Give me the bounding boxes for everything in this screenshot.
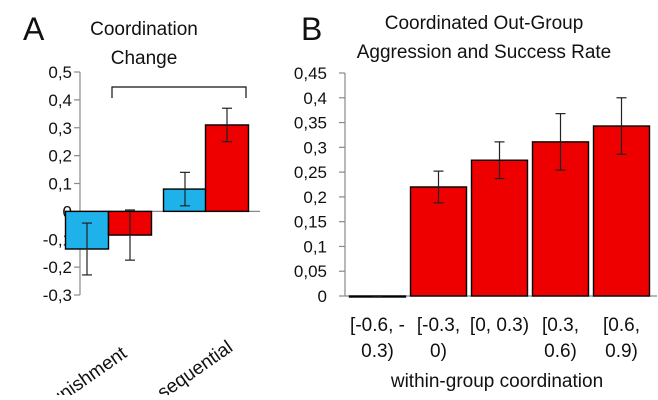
panel-b-category-label-4-line-1: [0.3,: [542, 315, 579, 336]
panel-b-y-tick-label-8: 0,4: [303, 89, 327, 108]
panel-b-y-tick-label-9: 0,45: [294, 64, 327, 83]
panel-a-error-bars: [82, 107, 232, 276]
panel-b-category-label-3-line-1: [0, 0.3): [470, 315, 529, 336]
panel-a-y-tick-label-2: -0,1: [43, 230, 72, 249]
panel-b-category-label-2-line-1: [-0.3,: [417, 315, 460, 336]
panel-a-y-tick-label-1: -0,2: [43, 258, 72, 277]
panel-b-y-tick-label-5: 0,25: [294, 163, 327, 182]
panel-b-y-tick-label-4: 0,2: [303, 188, 327, 207]
panel-b-y-tick-label-1: 0,05: [294, 262, 327, 281]
panel-b-x-axis-title: within-group coordination: [390, 371, 603, 392]
panel-b-error-bars: [372, 97, 627, 297]
panel-b-title-line-2: Aggression and Success Rate: [357, 42, 612, 63]
panel-b-x-tick-labels: [-0.6, - 0.3) [-0.3, 0) [0, 0.3) [0.3, 0…: [350, 315, 640, 362]
panel-b-category-label-1-line-1: [-0.6, -: [350, 315, 405, 336]
panel-a-category-label-sequential: sequential: [154, 337, 237, 395]
panel-b-chart: B Coordinated Out-Group Aggression and S…: [294, 11, 657, 392]
panel-a-x-tick-labels: punishment sequential: [38, 337, 237, 400]
panel-a-title-line-2: Change: [111, 48, 178, 69]
panel-a-y-tick-label-8: 0,5: [48, 63, 72, 82]
panel-a-bars: [64, 124, 250, 250]
panel-b-y-tick-label-3: 0,15: [294, 213, 327, 232]
panel-b-y-tick-label-7: 0,35: [294, 114, 327, 133]
panel-b-y-tick-label-2: 0,1: [303, 237, 327, 256]
panel-b-bar-s0-c2: [470, 159, 529, 297]
panel-b-category-label-5-line-1: [0.6,: [603, 315, 640, 336]
panel-b-category-label-4-line-2: 0.6): [544, 341, 577, 362]
panel-a-label: A: [23, 11, 45, 47]
panel-a-category-label-punishment: punishment: [38, 342, 131, 395]
panel-b-category-label-1-line-2: 0.3): [361, 341, 394, 362]
panel-a-y-tick-label-5: 0,2: [48, 147, 72, 166]
panel-a-chart: A Coordination Change -0,3-0,2-0,100,10,…: [23, 11, 260, 400]
panel-b-bars: [348, 125, 651, 298]
panel-b-category-label-2-line-2: 0): [430, 341, 447, 362]
panel-b-y-axis: 0 0,05 0,1 0,15 0,2 0,25 0,3 0,35 0,4 0,45: [294, 64, 657, 306]
panel-b-y-tick-label-6: 0,3: [303, 138, 327, 157]
panel-a-comparison-bracket: [111, 86, 247, 98]
panel-b-category-label-5-line-2: 0.9): [605, 341, 638, 362]
panel-b-title-line-1: Coordinated Out-Group: [385, 13, 584, 34]
panel-a-title-line-1: Coordination: [90, 19, 198, 40]
panel-a-y-tick-label-4: 0,1: [48, 175, 72, 194]
panel-a-y-tick-label-6: 0,3: [48, 119, 72, 138]
panel-b-y-tick-label-0: 0: [318, 287, 327, 306]
panel-a-y-tick-label-0: -0,3: [43, 286, 72, 305]
panel-b-label: B: [301, 11, 322, 47]
panel-a-y-tick-label-7: 0,4: [48, 91, 72, 110]
